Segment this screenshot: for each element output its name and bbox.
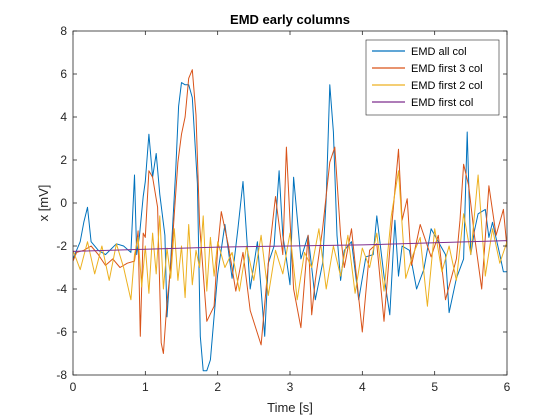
y-tick-label: -6 [56,325,67,339]
x-axis-ticks: 0 1 2 3 4 5 6 [70,31,511,394]
y-axis-ticks: -8 -6 -4 -2 0 2 4 6 8 [56,24,507,382]
y-tick-label: 0 [60,196,67,210]
y-tick-label: 4 [60,110,67,124]
y-axis-label: x [mV] [36,185,51,222]
y-tick-label: 2 [60,153,67,167]
series-line-3 [73,170,507,307]
series-layer [73,69,507,372]
legend: EMD all col EMD first 3 col EMD first 2 co… [365,39,500,116]
y-tick-label: -8 [56,368,67,382]
x-tick-label: 5 [431,380,438,394]
y-tick-label: -2 [56,239,67,253]
legend-label-4: EMD first col [411,97,473,109]
x-tick-label: 1 [142,380,149,394]
x-axis-label: Time [s] [267,400,313,415]
y-tick-label: 6 [60,67,67,81]
series-line-4 [73,240,507,252]
legend-label-2: EMD first 3 col [411,63,483,75]
x-tick-label: 2 [214,380,221,394]
chart-title: EMD early columns [230,12,350,27]
x-tick-label: 6 [504,380,511,394]
legend-label-3: EMD first 2 col [411,80,483,92]
x-tick-label: 0 [70,380,77,394]
y-tick-label: 8 [60,24,67,38]
legend-label-1: EMD all col [411,46,467,58]
x-tick-label: 4 [359,380,366,394]
series-line-2 [73,69,507,354]
y-tick-label: -4 [56,282,67,296]
x-tick-label: 3 [287,380,294,394]
